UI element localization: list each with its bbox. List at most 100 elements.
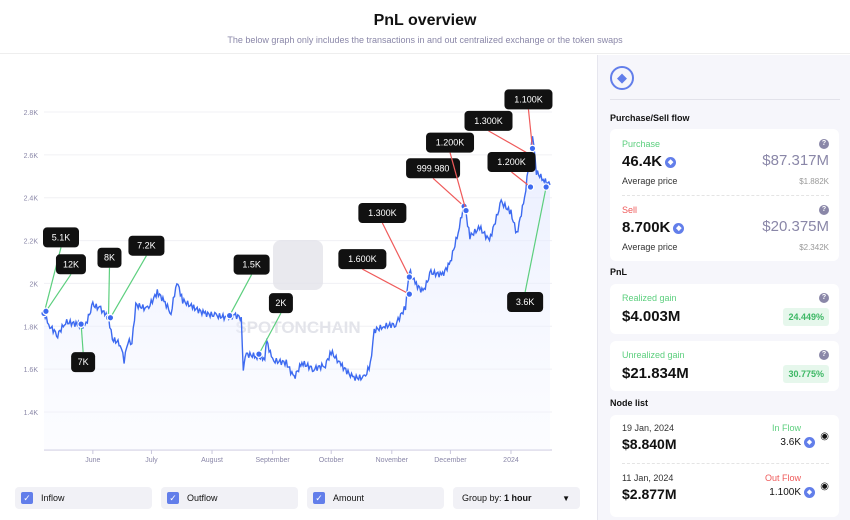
eye-off-icon[interactable]: ◉ <box>820 481 829 492</box>
annotation-label-box <box>338 249 387 270</box>
x-tick-label: July <box>145 457 158 464</box>
annotation-point <box>77 320 85 328</box>
realized-value: $4.003M <box>622 308 681 325</box>
group-by-select[interactable]: Group by: 1 hour ▼ <box>453 487 580 509</box>
annotation-connector <box>258 312 282 355</box>
help-icon[interactable]: ? <box>819 205 829 215</box>
node-usd: $8.840M <box>622 436 677 452</box>
amount-checkbox[interactable]: ✓ Amount <box>307 487 444 509</box>
node-amount-value: 1.100K <box>769 487 801 499</box>
annotation-connector <box>107 267 111 318</box>
flow-title: Purchase/Sell flow <box>610 113 690 123</box>
amount-label: Amount <box>333 493 365 503</box>
annotation-label-box <box>97 247 122 268</box>
annotation-label: 8K <box>104 253 115 263</box>
annotation-point <box>225 311 234 320</box>
annotation-label-box <box>128 235 165 256</box>
y-tick-label: 2.2K <box>24 239 39 246</box>
node-list-title: Node list <box>610 398 649 408</box>
check-icon: ✓ <box>21 492 33 504</box>
chevron-down-icon: ▼ <box>562 493 570 503</box>
annotation-point <box>462 206 470 215</box>
annotation-point <box>405 273 414 281</box>
annotation-label-box <box>426 132 475 153</box>
annotation-label-box <box>55 254 86 275</box>
pnl-chart: 1.4K 1.6K 1.8K 2K 2.2K 2.4K 2.6K 2.8K June July Au… <box>0 55 597 520</box>
annotation-connector <box>229 274 253 316</box>
help-icon[interactable]: ? <box>819 293 829 303</box>
purchase-label: Purchase <box>622 139 661 149</box>
y-tick-label: 2K <box>29 281 38 288</box>
annotation-label: 1.300K <box>368 208 397 218</box>
annotation-label: 7K <box>78 357 89 367</box>
annotation-point <box>106 313 115 322</box>
sell-avg-label: Average price <box>622 242 678 252</box>
unrealized-value: $21.834M <box>622 365 689 382</box>
node-usd: $2.877M <box>622 486 677 502</box>
divider <box>622 195 829 196</box>
annotation-connector <box>80 324 84 353</box>
node-amount-value: 3.6K <box>780 437 801 449</box>
annotation-label-box <box>507 292 544 312</box>
annotation-point <box>526 183 535 191</box>
annotation-label-box <box>504 89 553 110</box>
annotation-label: 1.100K <box>514 94 543 104</box>
y-tick-label: 1.6K <box>24 367 39 374</box>
annotation-label: 1.5K <box>242 260 261 270</box>
annotation-label-box <box>464 110 513 131</box>
node-amount: 3.6K ◆ <box>780 437 815 448</box>
x-tick-label: June <box>85 457 100 464</box>
sell-amount: 8.700K ◆ <box>622 219 685 236</box>
realized-label: Realized gain <box>622 293 677 303</box>
x-tick-label: 2024 <box>503 457 519 464</box>
realized-card: Realized gain ? $4.003M 24.449% <box>610 284 839 334</box>
annotation-label: 7.2K <box>137 241 156 251</box>
y-tick-label: 2.6K <box>24 153 39 160</box>
annotation-label: 1.300K <box>474 116 503 126</box>
help-icon[interactable]: ? <box>819 139 829 149</box>
node-flow: Out Flow <box>764 473 801 483</box>
node-amount: 1.100K ◆ <box>769 487 815 498</box>
annotation-point <box>542 183 550 191</box>
ethereum-icon: ◆ <box>804 487 815 498</box>
annotation-label: 5.1K <box>52 232 71 242</box>
group-by-label: Group by: <box>462 493 502 503</box>
check-icon: ✓ <box>167 492 179 504</box>
y-tick-label: 1.4K <box>24 410 39 417</box>
x-tick-label: August <box>201 457 223 464</box>
y-tick-label: 2.8K <box>24 110 39 117</box>
annotation-label: 1.200K <box>436 138 465 148</box>
watermark: SPOTONCHAIN <box>235 318 360 337</box>
purchase-amount-value: 46.4K <box>622 153 663 170</box>
node-item[interactable]: 19 Jan, 2024 $8.840M In Flow 3.6K ◆ ◉ <box>610 415 839 463</box>
annotation-label: 2K <box>275 298 286 308</box>
outflow-checkbox[interactable]: ✓ Outflow <box>161 487 298 509</box>
ethereum-icon: ◆ <box>610 66 634 90</box>
purchase-avg-label: Average price <box>622 176 678 186</box>
annotation-label-box <box>71 352 96 373</box>
sell-usd: $20.375M <box>762 218 829 235</box>
flow-card: Purchase ? 46.4K ◆ $87.317M Average price… <box>610 129 839 261</box>
x-tick-label: December <box>434 457 467 464</box>
annotation-connector <box>527 109 534 149</box>
annotation-connector <box>524 186 547 293</box>
annotation-label: 1.600K <box>348 254 377 264</box>
annotation-connector <box>432 177 465 207</box>
check-icon: ✓ <box>313 492 325 504</box>
pnl-title: PnL <box>610 267 627 277</box>
ethereum-icon: ◆ <box>665 156 677 168</box>
eye-off-icon[interactable]: ◉ <box>820 431 829 442</box>
purchase-usd: $87.317M <box>762 152 829 169</box>
node-item[interactable]: 11 Jan, 2024 $2.877M Out Flow 1.100K ◆ ◉ <box>610 465 839 513</box>
annotation-point <box>405 290 414 298</box>
node-date: 11 Jan, 2024 <box>622 473 674 483</box>
y-tick-label: 1.8K <box>24 324 39 331</box>
divider <box>622 463 829 464</box>
side-panel: ◆ Purchase/Sell flow Purchase ? 46.4K ◆ $… <box>597 55 850 520</box>
unrealized-label: Unrealized gain <box>622 350 685 360</box>
area-fill <box>44 136 551 450</box>
sell-label: Sell <box>622 205 638 215</box>
chart-svg: 1.4K 1.6K 1.8K 2K 2.2K 2.4K 2.6K 2.8K June July Au… <box>24 89 553 464</box>
help-icon[interactable]: ? <box>819 350 829 360</box>
inflow-checkbox[interactable]: ✓ Inflow <box>15 487 152 509</box>
